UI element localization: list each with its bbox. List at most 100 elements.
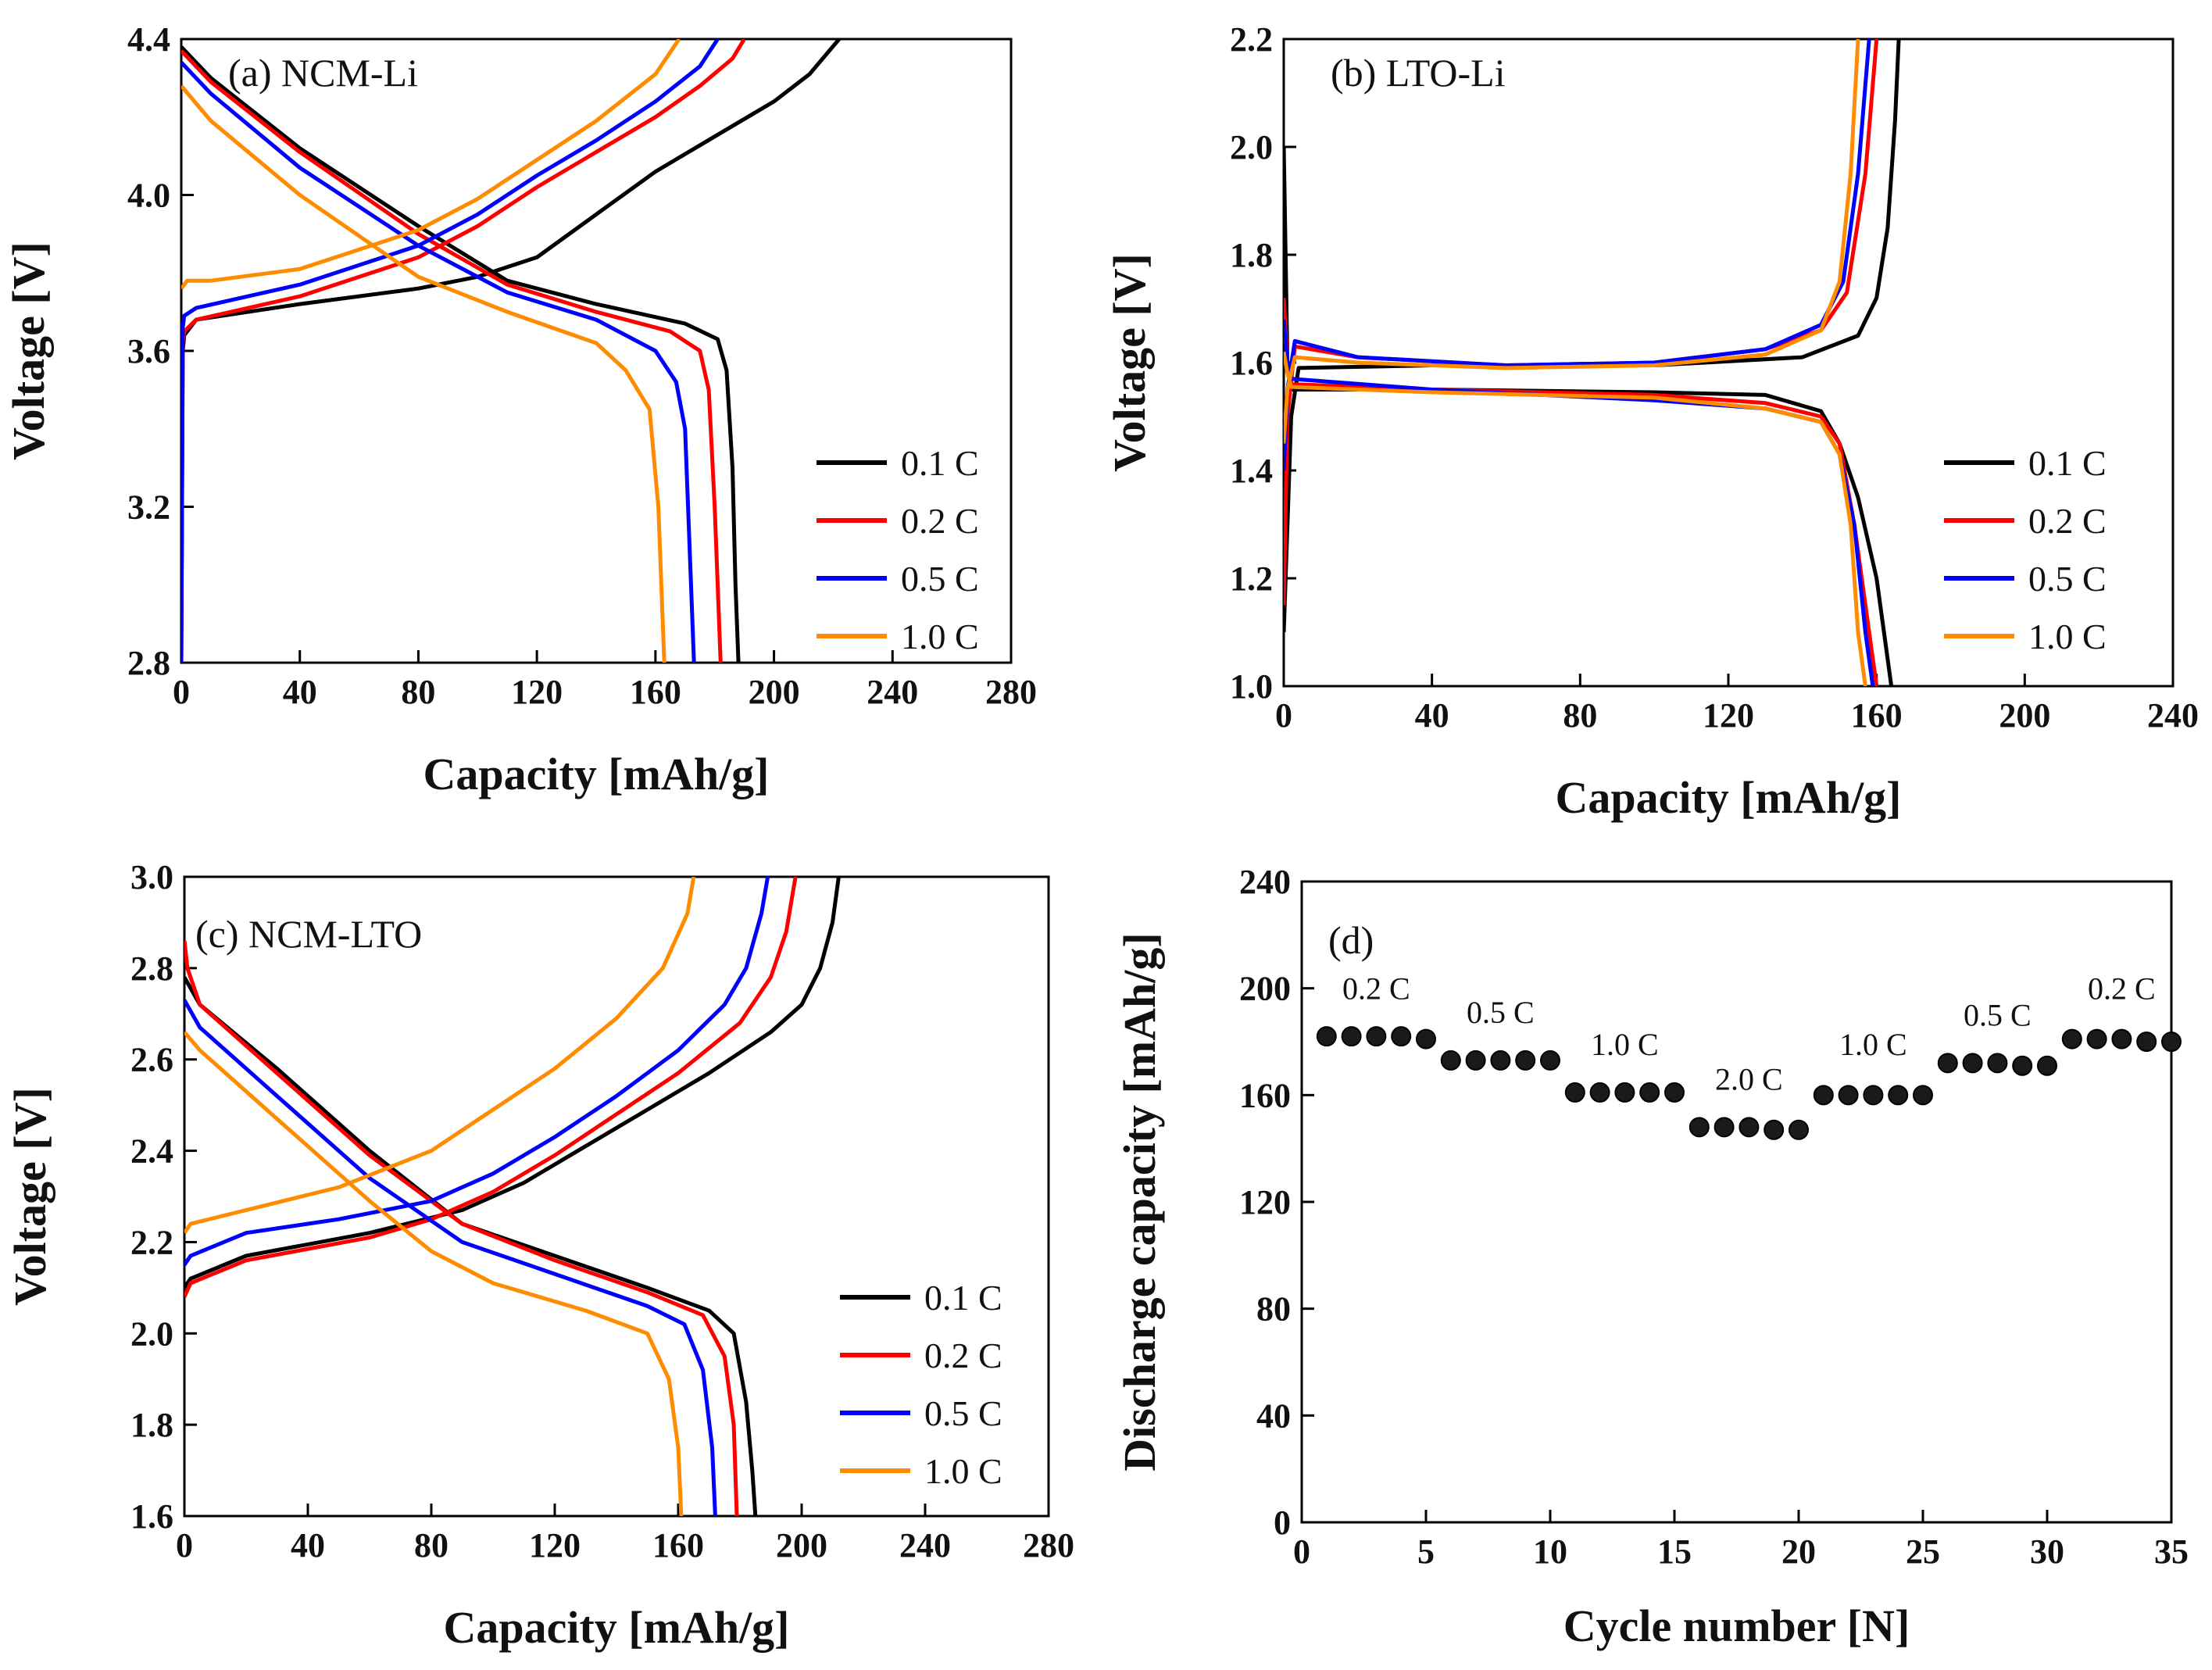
x-axis-title: Capacity [mAh/g] [443, 1602, 789, 1653]
data-point [2161, 1032, 2182, 1052]
x-tick-label: 240 [899, 1526, 951, 1565]
rate-annotation: 0.5 C [1964, 998, 2032, 1033]
y-axis-title: Voltage [V] [3, 241, 54, 460]
data-point [1664, 1082, 1685, 1103]
legend-label: 0.5 C [2028, 559, 2107, 599]
rate-annotation: 1.0 C [1839, 1027, 1907, 1062]
legend-label: 0.2 C [924, 1336, 1002, 1375]
legend-label: 0.1 C [924, 1278, 1002, 1318]
x-tick-label: 120 [511, 673, 563, 711]
data-point [1789, 1119, 1809, 1140]
series-05C-charge-line [1284, 39, 1871, 471]
y-tick-label: 1.0 [1230, 667, 1273, 706]
panel-c: 0 40 80 120 160 200 240 280 1.6 1.8 2.0 2.2 2.4 2.6 2.… [5, 858, 1074, 1653]
y-tick-label: 1.4 [1230, 452, 1273, 490]
y-tick-label: 1.6 [1230, 344, 1273, 382]
x-tick-label: 200 [1999, 696, 2050, 735]
x-tick-label: 120 [1703, 696, 1754, 735]
y-axis-title: Discharge capacity [mAh/g] [1114, 932, 1165, 1471]
x-tick-label: 15 [1657, 1532, 1692, 1571]
legend: 0.1 C 0.2 C 0.5 C 1.0 C [1944, 443, 2107, 656]
data-point [2086, 1028, 2107, 1050]
x-tick-label: 80 [1563, 696, 1597, 735]
x-axis-title: Cycle number [N] [1563, 1600, 1910, 1651]
y-tick-label: 1.8 [1230, 236, 1273, 274]
y-tick-label: 240 [1239, 863, 1291, 901]
data-point [1913, 1085, 1933, 1106]
series-05C-discharge-line [181, 61, 696, 663]
x-tick-label: 20 [1781, 1532, 1816, 1571]
x-tick-label: 160 [1851, 696, 1903, 735]
panel-a: 0 40 80 120 160 200 240 280 2.8 3.2 3.6 4.0 4.4 Capac… [3, 20, 1037, 799]
series-lines [181, 39, 841, 663]
data-point [1366, 1026, 1387, 1047]
x-tick-label: 0 [176, 1526, 193, 1565]
legend: 0.1 C 0.2 C 0.5 C 1.0 C [817, 443, 979, 656]
data-point [1416, 1028, 1436, 1050]
data-point [1962, 1053, 1983, 1074]
y-tick-label: 2.8 [127, 644, 170, 682]
x-tick-label: 80 [401, 673, 435, 711]
series-05C-charge-line [181, 39, 720, 663]
x-tick-label: 240 [867, 673, 918, 711]
y-tick-label: 2.2 [130, 1223, 173, 1261]
x-tick-label: 0 [1275, 696, 1292, 735]
data-point [1713, 1117, 1735, 1138]
scatter-points [1316, 1026, 2182, 1140]
legend-label: 0.2 C [901, 501, 979, 541]
x-tick-label: 0 [1293, 1532, 1310, 1571]
x-tick-label: 25 [1906, 1532, 1940, 1571]
data-point [1515, 1050, 1536, 1071]
data-point [1813, 1085, 1834, 1106]
x-tick-label: 160 [630, 673, 681, 711]
panel-label: (b) LTO-Li [1331, 51, 1506, 95]
series-01C-discharge-line [181, 45, 741, 663]
x-tick-label: 200 [776, 1526, 827, 1565]
data-point [1465, 1050, 1486, 1071]
data-point [2037, 1055, 2057, 1076]
y-tick-label: 1.2 [1230, 560, 1273, 598]
x-tick-label: 0 [173, 673, 190, 711]
y-tick-label: 3.0 [130, 858, 173, 896]
y-tick-label: 1.8 [130, 1406, 173, 1444]
y-axis-title: Voltage [V] [5, 1087, 55, 1306]
x-tick-label: 280 [985, 673, 1037, 711]
y-tick-label: 4.0 [127, 177, 170, 215]
data-point [1987, 1053, 2008, 1074]
y-tick-label: 4.4 [127, 20, 170, 59]
legend-label: 1.0 C [924, 1451, 1002, 1491]
rate-annotation: 0.5 C [1467, 995, 1535, 1030]
y-tick-label: 160 [1239, 1076, 1291, 1114]
data-point [1764, 1119, 1785, 1140]
series-10C-discharge-line [184, 1031, 684, 1516]
x-tick-label: 35 [2154, 1532, 2189, 1571]
data-point [1688, 1117, 1710, 1138]
x-axis-title: Capacity [mAh/g] [1555, 772, 1901, 823]
y-tick-label: 200 [1239, 970, 1291, 1008]
y-tick-label: 120 [1239, 1183, 1291, 1221]
series-01C-charge-line [181, 39, 841, 663]
series-02C-discharge-line [181, 49, 723, 663]
y-tick-label: 2.4 [130, 1132, 173, 1171]
x-tick-label: 200 [749, 673, 800, 711]
x-axis-title: Capacity [mAh/g] [423, 749, 769, 799]
x-tick-label: 40 [291, 1526, 325, 1565]
y-tick-label: 1.6 [130, 1497, 173, 1536]
data-point [2111, 1028, 2132, 1050]
data-point [1639, 1082, 1660, 1103]
series-10C-discharge-line [1284, 351, 1867, 686]
series-01C-discharge-line [184, 976, 758, 1516]
legend-label: 0.1 C [2028, 443, 2107, 483]
legend: 0.1 C 0.2 C 0.5 C 1.0 C [840, 1278, 1002, 1491]
y-tick-label: 2.2 [1230, 20, 1273, 59]
series-10C-discharge-line [181, 84, 666, 663]
series-02C-charge-line [184, 877, 798, 1298]
data-point [1614, 1082, 1635, 1103]
data-point [1540, 1050, 1560, 1071]
data-point [2061, 1028, 2082, 1050]
y-axis-title: Voltage [V] [1104, 253, 1155, 472]
panel-d: 0 5 10 15 20 25 30 35 0 40 80 120 160 200 240 Cycle num… [1114, 863, 2189, 1651]
data-point [1490, 1050, 1511, 1071]
series-01C-charge-line [184, 877, 841, 1289]
